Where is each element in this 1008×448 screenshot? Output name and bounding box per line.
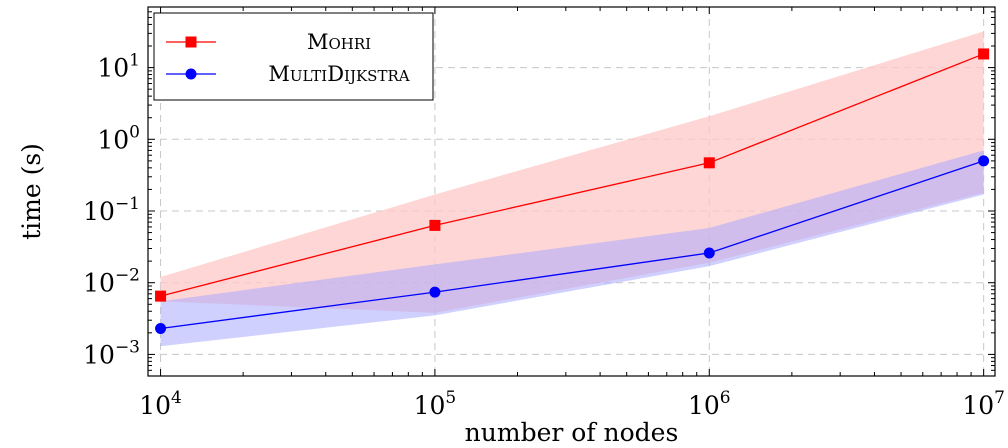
legend-box <box>154 13 433 100</box>
mohri-legend-marker <box>186 37 197 48</box>
x-tick-label: 106 <box>688 388 731 420</box>
mohri-point <box>429 220 440 231</box>
y-axis-label: time (s) <box>17 143 46 240</box>
legend: Mohri MultiDijkstra <box>154 13 433 100</box>
mohri-point <box>704 157 715 168</box>
multidijkstra-legend-label: MultiDijkstra <box>268 62 409 86</box>
mohri-point <box>978 48 989 59</box>
y-tick-label: 10−1 <box>83 194 140 226</box>
y-tick-label: 10−3 <box>83 337 140 369</box>
mohri-legend-label: Mohri <box>307 30 371 54</box>
x-axis-label: number of nodes <box>465 418 679 447</box>
y-tick-label: 100 <box>97 122 140 154</box>
mohri-point <box>155 291 166 302</box>
multidijkstra-point <box>704 247 715 258</box>
multidijkstra-point <box>429 287 440 298</box>
y-tick-labels: 10−3 10−2 10−1 100 101 <box>83 51 140 370</box>
multidijkstra-point <box>155 323 166 334</box>
y-tick-label: 10−2 <box>83 266 140 298</box>
multidijkstra-legend-marker <box>186 69 197 80</box>
x-tick-label: 107 <box>962 388 1005 420</box>
y-tick-label: 101 <box>97 51 140 83</box>
x-tick-label: 104 <box>139 388 182 420</box>
multidijkstra-point <box>978 155 989 166</box>
x-tick-labels: 104 105 106 107 <box>139 388 1005 420</box>
x-tick-label: 105 <box>414 388 457 420</box>
